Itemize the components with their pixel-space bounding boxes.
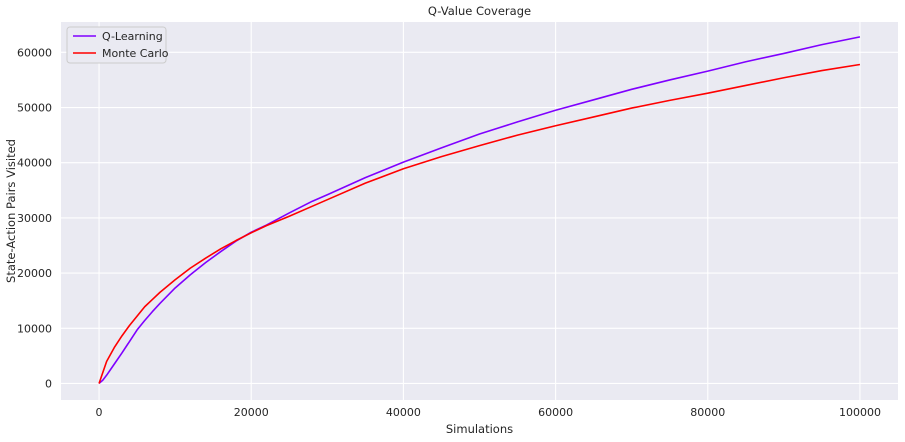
y-axis-label: State-Action Pairs Visited: [4, 139, 18, 283]
series-lines: [98, 36, 861, 385]
x-tick-label: 0: [96, 406, 103, 419]
x-tick-label: 80000: [690, 406, 725, 419]
y-tick-label: 30000: [17, 212, 52, 225]
y-tick-label: 20000: [17, 267, 52, 280]
chart-title: Q-Value Coverage: [428, 4, 531, 18]
legend-label: Monte Carlo: [102, 47, 169, 60]
series-line-2: [98, 63, 861, 384]
grid-lines: [61, 22, 898, 400]
series-line-1: [98, 36, 861, 385]
x-tick-label: 40000: [386, 406, 421, 419]
y-tick-label: 40000: [17, 157, 52, 170]
tick-labels: 0 20000 40000 60000 80000 100000 0 10000 20000 30…: [17, 46, 881, 419]
y-tick-label: 60000: [17, 46, 52, 59]
legend-label: Q-Learning: [102, 30, 163, 43]
x-axis-label: Simulations: [446, 422, 513, 436]
x-tick-label: 60000: [538, 406, 573, 419]
legend: Q-Learning Monte Carlo: [66, 26, 169, 64]
y-tick-label: 50000: [17, 102, 52, 115]
plot-background: [61, 22, 898, 400]
x-tick-label: 20000: [234, 406, 269, 419]
y-tick-label: 0: [45, 377, 52, 390]
x-tick-label: 100000: [839, 406, 881, 419]
y-tick-label: 10000: [17, 322, 52, 335]
